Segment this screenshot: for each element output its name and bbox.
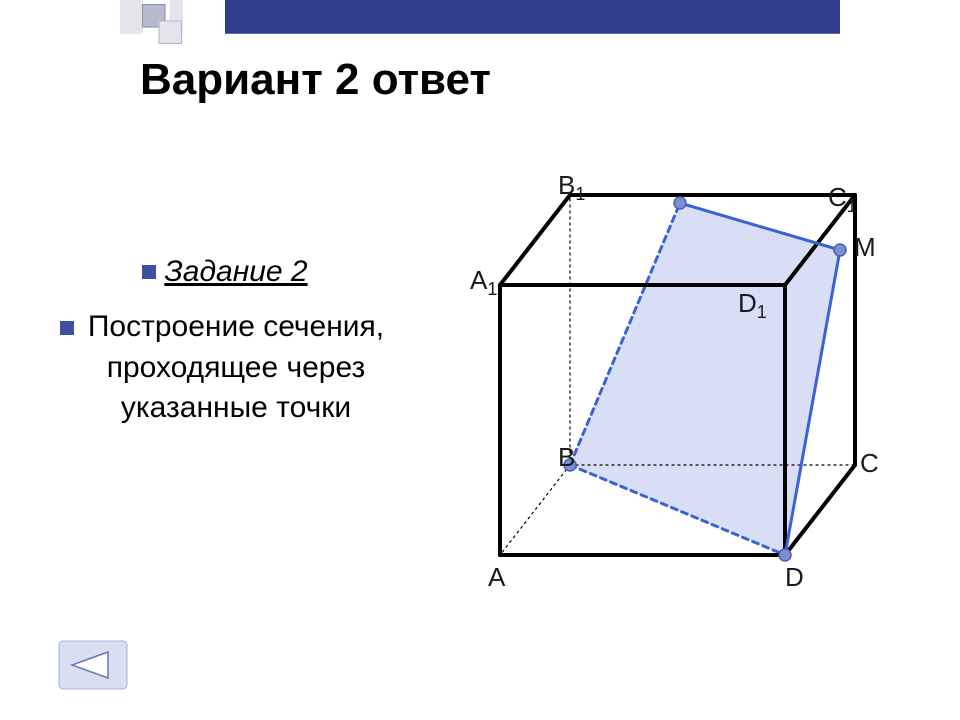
- header-bar: [0, 0, 960, 45]
- task-block: Задание 2 Построение сечения, проходящее…: [60, 255, 390, 429]
- cube-diagram: [440, 170, 920, 600]
- bullet-icon: [60, 321, 74, 335]
- task-label: Задание 2: [164, 255, 307, 289]
- bullet-icon: [142, 265, 156, 279]
- task-description: Построение сечения, проходящее через ука…: [82, 307, 390, 429]
- nav-back-button[interactable]: [58, 640, 128, 690]
- page-title: Вариант 2 ответ: [140, 55, 491, 106]
